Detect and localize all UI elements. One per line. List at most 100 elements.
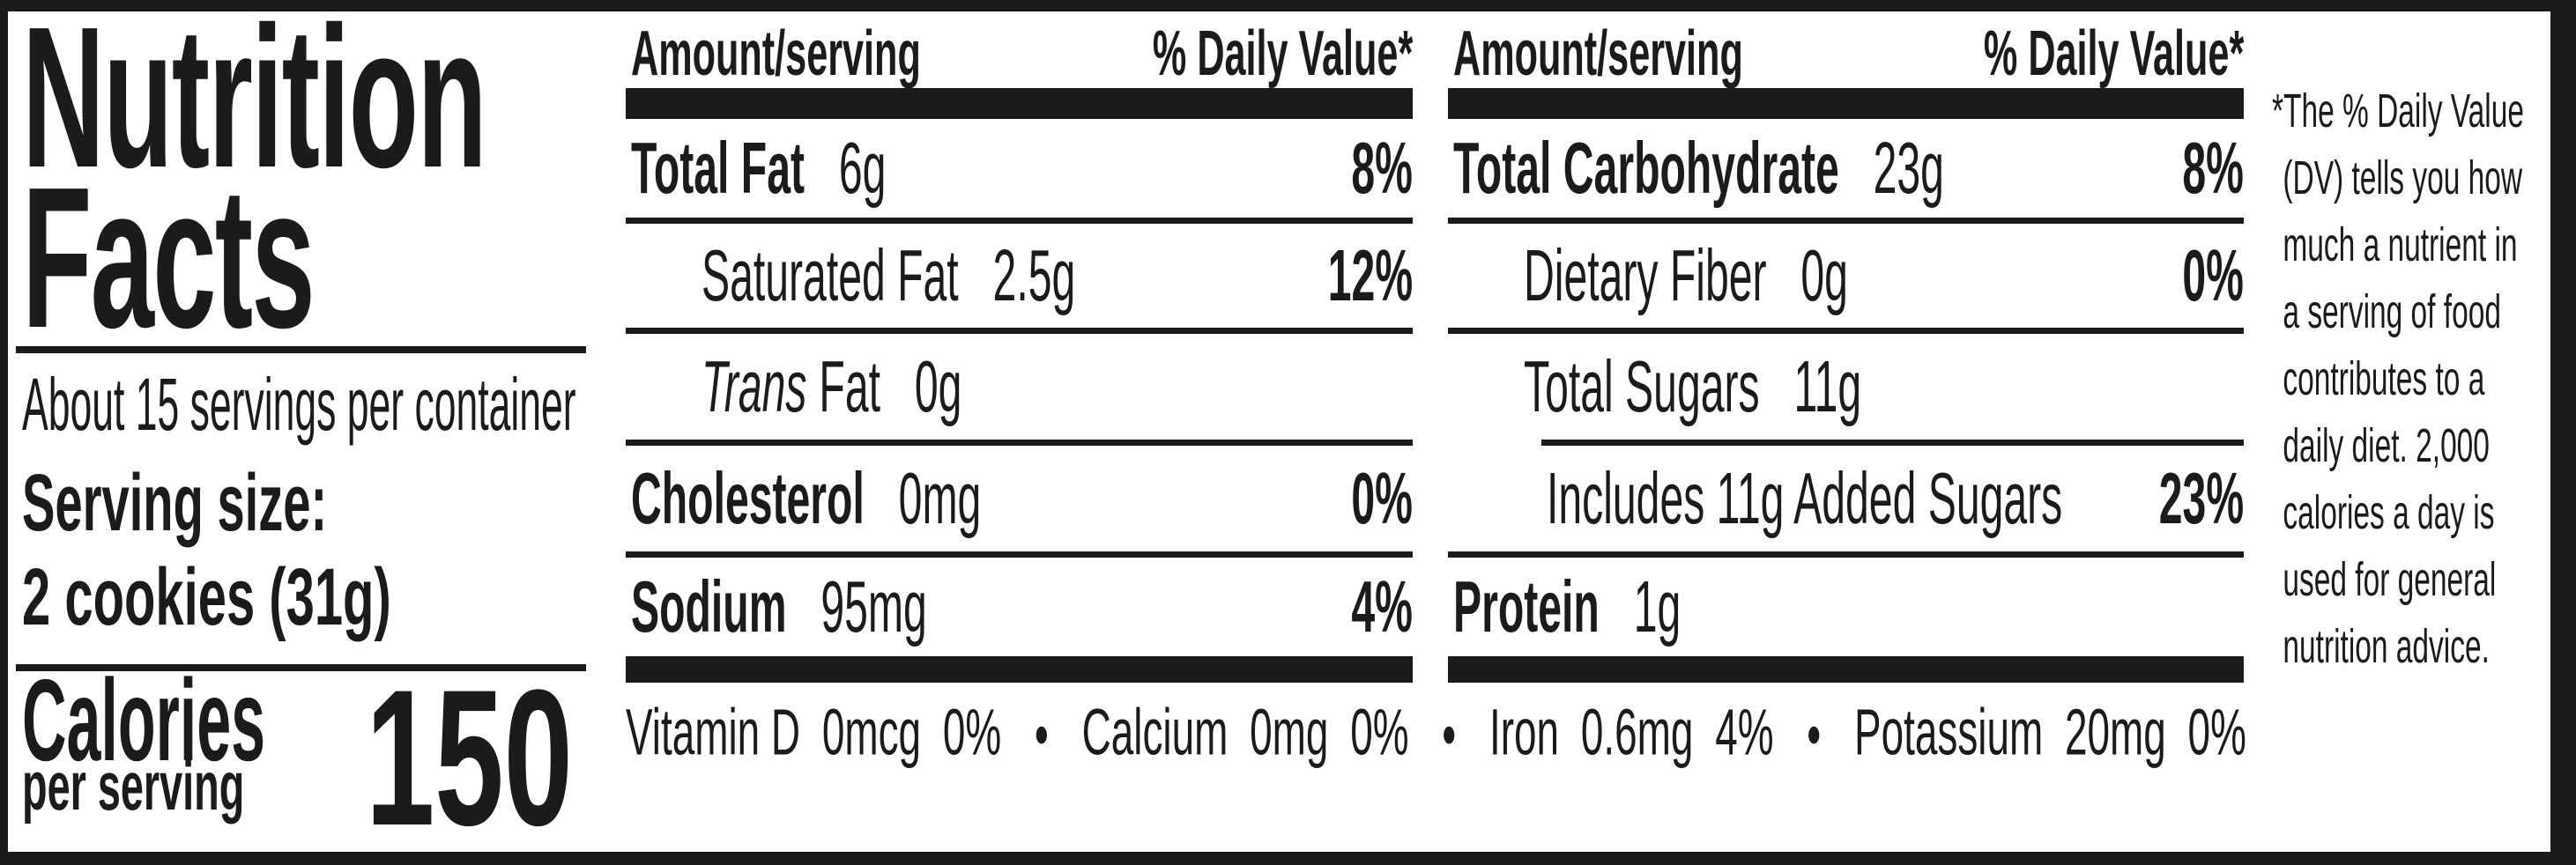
footnote-line: a serving of food: [2283, 285, 2501, 338]
nutrient-amount: 0g: [914, 345, 962, 427]
thick-rule: [1448, 656, 2244, 683]
row-total-sugars: Total Sugars 11g: [1448, 337, 2244, 436]
nutrient-name: Fat: [819, 345, 880, 427]
border-bottom: [0, 852, 2576, 865]
nutrient-name: Sodium: [631, 566, 787, 647]
nutrient-daily-value: 4%: [1715, 695, 1774, 769]
row-added-sugars: Includes 11g Added Sugars 23%: [1448, 449, 2244, 548]
thick-rule: [626, 656, 1413, 683]
nutrient-name: Cholesterol: [631, 457, 865, 539]
divider: [626, 328, 1413, 334]
thick-rule: [1448, 88, 2244, 119]
nutrient-name: Iron: [1489, 695, 1560, 769]
footnote-line: *The % Daily Value: [2272, 85, 2524, 137]
footnote-line: daily diet. 2,000: [2283, 419, 2490, 472]
nutrient-daily-value: 0%: [1350, 695, 1409, 769]
thick-rule: [626, 88, 1413, 119]
row-protein: Protein 1g: [1448, 558, 2244, 656]
nutrient-amount: 0g: [1800, 234, 1848, 316]
nutrient-amount: 6g: [838, 127, 887, 209]
divider: [626, 440, 1413, 446]
nutrient-amount: 0.6mg: [1580, 695, 1694, 769]
nutrient-column-1: Amount/serving % Daily Value* Total Fat 6…: [626, 0, 1413, 865]
footnote-line: much a nutrient in: [2283, 218, 2518, 271]
nutrient-daily-value: 0%: [2182, 234, 2244, 316]
bullet-icon: ●: [1441, 709, 1457, 755]
nutrient-amount: 0mg: [898, 457, 982, 539]
nutrient-column-2: Amount/serving % Daily Value* Total Carb…: [1448, 0, 2244, 865]
nutrient-name: Total Carbohydrate: [1453, 127, 1839, 209]
divider: [626, 218, 1413, 224]
nutrient-amount: 11g: [1793, 345, 1862, 427]
row-dietary-fiber: Dietary Fiber 0g 0%: [1448, 226, 2244, 325]
nutrient-daily-value: 0%: [942, 695, 1002, 769]
nutrient-name: Total Sugars: [1524, 345, 1760, 427]
footnote-line: (DV) tells you how: [2283, 152, 2523, 204]
nutrient-name: Protein: [1453, 566, 1600, 647]
serving-size-label: Serving size:: [22, 458, 328, 548]
nutrient-amount: 95mg: [820, 566, 927, 647]
amount-per-serving-header: Amount/serving: [631, 18, 921, 89]
micronutrient-potassium: Potassium 20mg 0%: [1854, 695, 2246, 770]
nutrient-name-italic: Trans: [702, 345, 807, 427]
label-title-line-2: Facts: [22, 146, 316, 370]
nutrient-amount: 20mg: [2064, 695, 2166, 769]
nutrient-amount: 1g: [1633, 566, 1681, 647]
divider: [1448, 551, 2244, 558]
amount-per-serving-header: Amount/serving: [1453, 18, 1743, 89]
nutrient-daily-value: 0%: [1351, 457, 1413, 539]
row-trans-fat: Trans Fat 0g: [626, 337, 1413, 436]
nutrient-daily-value: 0%: [2187, 695, 2246, 769]
divider: [16, 346, 586, 353]
divider: [1448, 328, 2244, 334]
footnote-line: used for general: [2283, 553, 2497, 606]
calories-label: Calories: [22, 655, 266, 785]
label-title-line-1: Nutrition: [22, 0, 487, 210]
nutrient-name: Total Fat: [631, 127, 805, 209]
daily-value-header: % Daily Value*: [1152, 18, 1413, 89]
micronutrient-calcium: Calcium 0mg 0%: [1082, 695, 1409, 770]
micronutrients-row: Vitamin D 0mcg 0% ● Calcium 0mg 0% ● Iron 0.6…: [626, 683, 2246, 781]
nutrient-name: Saturated Fat: [702, 234, 959, 316]
nutrient-amount: 0mg: [1250, 695, 1329, 769]
daily-value-header: % Daily Value*: [1983, 18, 2244, 89]
row-saturated-fat: Saturated Fat 2.5g 12%: [626, 226, 1413, 325]
calories-sublabel: per serving: [22, 747, 245, 824]
nutrient-daily-value: 8%: [1351, 127, 1413, 209]
nutrient-name: Vitamin D: [626, 695, 801, 769]
border-right: [2550, 0, 2576, 865]
nutrient-name: Potassium: [1854, 695, 2044, 769]
nutrient-name: Includes 11g Added Sugars: [1547, 457, 2063, 539]
nutrient-amount: 0mcg: [821, 695, 922, 769]
nutrient-name: Dietary Fiber: [1524, 234, 1767, 316]
row-sodium: Sodium 95mg 4%: [626, 558, 1413, 656]
divider: [1448, 218, 2244, 224]
nutrient-amount: 23g: [1873, 127, 1944, 209]
border-top: [0, 0, 2576, 11]
calories-value: 150: [366, 649, 573, 865]
row-total-carbohydrate: Total Carbohydrate 23g 8%: [1448, 119, 2244, 218]
divider: [1541, 440, 2244, 446]
border-left: [0, 0, 8, 865]
micronutrient-vitamin-d: Vitamin D 0mcg 0%: [626, 695, 1001, 770]
serving-info-panel: Nutrition Facts About 15 servings per co…: [16, 0, 586, 865]
bullet-icon: ●: [1806, 709, 1822, 755]
row-cholesterol: Cholesterol 0mg 0%: [626, 449, 1413, 548]
nutrient-daily-value: 4%: [1351, 566, 1413, 647]
nutrient-daily-value: 23%: [2158, 457, 2244, 539]
nutrient-name: Calcium: [1081, 695, 1229, 769]
nutrient-daily-value: 8%: [2182, 127, 2244, 209]
micronutrient-iron: Iron 0.6mg 4%: [1489, 695, 1773, 770]
divider: [16, 664, 586, 671]
servings-per-container: About 15 servings per container: [22, 363, 576, 446]
row-total-fat: Total Fat 6g 8%: [626, 119, 1413, 218]
serving-size-value: 2 cookies (31g): [22, 552, 391, 642]
footnote-line: contributes to a: [2283, 352, 2485, 405]
footnote-line: nutrition advice.: [2283, 620, 2490, 673]
nutrient-daily-value: 12%: [1327, 234, 1413, 316]
footnote-line: calories a day is: [2283, 486, 2495, 539]
bullet-icon: ●: [1034, 709, 1050, 755]
nutrient-amount: 2.5g: [992, 234, 1076, 316]
daily-value-footnote: *The % Daily Value (DV) tells you how mu…: [2272, 78, 2556, 680]
